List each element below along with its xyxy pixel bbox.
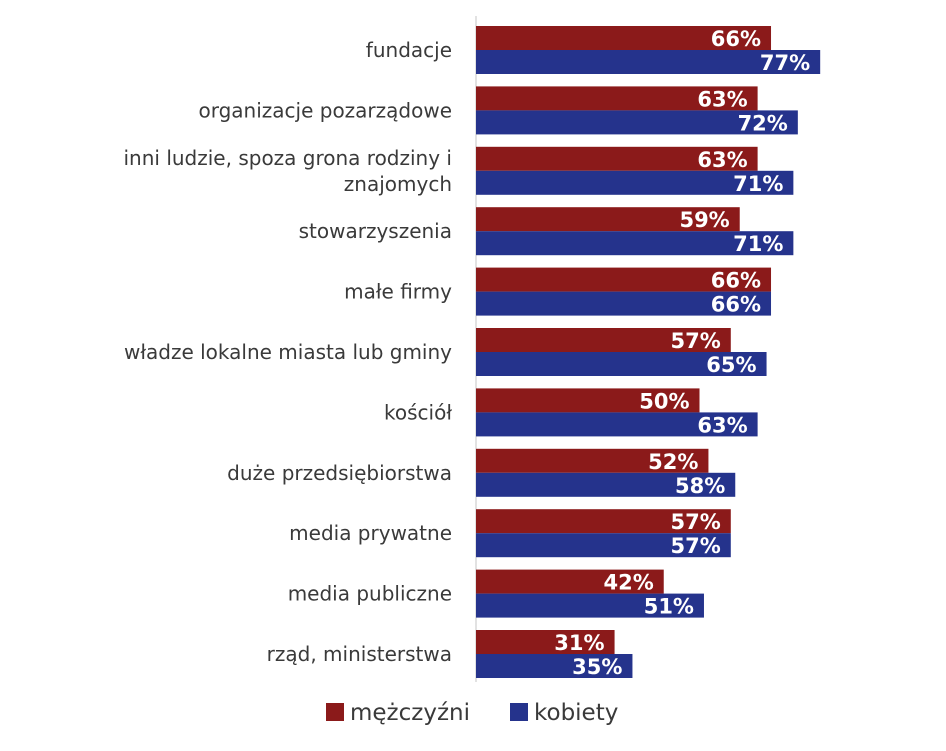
data-label: 35% bbox=[572, 655, 622, 679]
bar-men bbox=[476, 207, 740, 232]
legend-swatch bbox=[326, 703, 344, 721]
bar-men bbox=[476, 146, 758, 171]
category-label: media publiczne bbox=[288, 582, 452, 606]
bar-women bbox=[476, 472, 736, 497]
data-label: 57% bbox=[671, 329, 721, 353]
data-label: 52% bbox=[648, 450, 698, 474]
bar-men bbox=[476, 448, 709, 473]
data-label: 63% bbox=[697, 87, 747, 111]
data-label: 71% bbox=[733, 172, 783, 196]
category-label: kościół bbox=[384, 400, 452, 424]
bar-women bbox=[476, 170, 794, 195]
category-label: znajomych bbox=[344, 172, 452, 196]
data-label: 50% bbox=[639, 389, 689, 413]
bar-women bbox=[476, 533, 731, 558]
legend-label: mężczyźni bbox=[350, 700, 470, 726]
bar-men bbox=[476, 26, 772, 50]
bar-women bbox=[476, 231, 794, 256]
data-label: 42% bbox=[603, 571, 653, 595]
bar-men bbox=[476, 569, 664, 594]
bar-men bbox=[476, 630, 615, 654]
legend-label: kobiety bbox=[534, 700, 618, 726]
category-label: duże przedsiębiorstwa bbox=[227, 461, 452, 485]
data-label: 66% bbox=[711, 27, 761, 51]
category-label: stowarzyszenia bbox=[299, 219, 452, 243]
data-label: 72% bbox=[738, 111, 788, 135]
data-label: 57% bbox=[671, 510, 721, 534]
legend-swatch bbox=[510, 703, 528, 721]
data-label: 59% bbox=[679, 208, 729, 232]
category-label: rząd, ministerstwa bbox=[267, 642, 452, 666]
data-label: 66% bbox=[711, 293, 761, 317]
data-label: 63% bbox=[697, 148, 747, 172]
category-label: organizacje pozarządowe bbox=[198, 98, 452, 122]
bar-men bbox=[476, 86, 758, 111]
bar-women bbox=[476, 412, 758, 437]
bar-women bbox=[476, 654, 633, 678]
data-label: 63% bbox=[697, 413, 747, 437]
bar-women bbox=[476, 50, 821, 74]
data-label: 65% bbox=[706, 353, 756, 377]
bar-women bbox=[476, 352, 767, 376]
category-label: fundacje bbox=[366, 38, 452, 62]
data-label: 71% bbox=[733, 232, 783, 256]
bar-men bbox=[476, 267, 772, 292]
data-label: 31% bbox=[554, 631, 604, 655]
category-label: małe firmy bbox=[344, 280, 452, 304]
bar-men bbox=[476, 388, 700, 413]
data-label: 58% bbox=[675, 474, 725, 498]
data-label: 66% bbox=[711, 269, 761, 293]
data-label: 57% bbox=[671, 534, 721, 558]
bar-women bbox=[476, 291, 772, 316]
category-label: władze lokalne miasta lub gminy bbox=[124, 340, 452, 364]
bar-men bbox=[476, 509, 731, 534]
data-label: 77% bbox=[760, 51, 810, 75]
category-label: inni ludzie, spoza grona rodziny i bbox=[124, 146, 453, 170]
bar-women bbox=[476, 110, 798, 135]
data-label: 51% bbox=[644, 595, 694, 619]
bar-men bbox=[476, 328, 731, 352]
bar-women bbox=[476, 593, 704, 618]
category-label: media prywatne bbox=[289, 521, 452, 545]
